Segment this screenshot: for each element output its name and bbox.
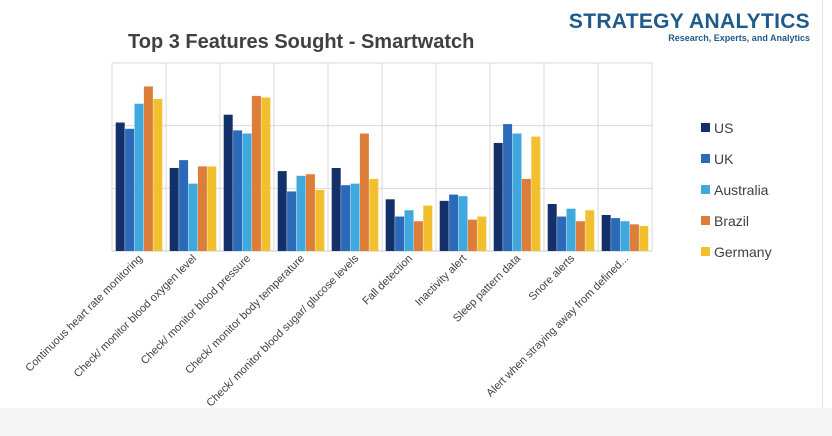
bar-brazil-9	[575, 221, 585, 251]
bar-germany-6	[423, 205, 433, 251]
bar-uk-6	[395, 216, 405, 251]
bar-uk-4	[287, 191, 297, 251]
bar-australia-2	[188, 183, 198, 251]
bar-uk-8	[503, 124, 513, 251]
legend-item: US	[701, 112, 772, 143]
bar-australia-9	[566, 208, 576, 251]
category-label: Check/ monitor blood pressure	[139, 253, 253, 367]
bar-australia-10	[620, 221, 630, 251]
bar-us-4	[277, 171, 287, 251]
strategy-analytics-logo: STRATEGY ANALYTICS Research, Experts, an…	[560, 10, 810, 43]
bar-us-10	[601, 214, 611, 251]
bar-germany-4	[315, 189, 325, 251]
legend-swatch	[701, 185, 710, 194]
legend-label: Brazil	[714, 212, 750, 229]
bar-uk-5	[341, 185, 351, 251]
legend-swatch	[701, 247, 710, 256]
legend-item: Germany	[701, 236, 772, 267]
bar-brazil-3	[251, 95, 261, 252]
bar-us-6	[385, 199, 395, 251]
bar-brazil-4	[305, 174, 315, 251]
bar-germany-5	[369, 178, 379, 251]
bar-australia-8	[512, 133, 522, 251]
bar-brazil-6	[413, 221, 423, 251]
bar-us-3	[223, 114, 233, 251]
bar-australia-3	[242, 133, 252, 251]
bar-uk-2	[179, 160, 189, 251]
legend-item: Brazil	[701, 205, 772, 236]
bar-germany-10	[639, 225, 649, 251]
bar-uk-1	[125, 128, 135, 251]
category-label: Snore alerts	[527, 252, 578, 303]
bar-us-7	[439, 200, 449, 251]
category-label: Fall detection	[360, 253, 415, 308]
bar-us-8	[493, 142, 503, 251]
category-label: Check/ monitor body temperature	[183, 253, 307, 377]
legend-label: Germany	[714, 243, 772, 260]
bar-australia-7	[458, 196, 468, 251]
bar-us-9	[547, 204, 557, 251]
bar-uk-10	[611, 218, 621, 251]
bar-germany-9	[585, 210, 595, 251]
window-edge	[822, 0, 823, 436]
bar-germany-3	[261, 97, 271, 251]
bar-us-5	[331, 167, 341, 251]
legend-label: US	[714, 119, 734, 136]
legend-swatch	[701, 123, 710, 132]
bar-germany-7	[477, 216, 487, 251]
bar-brazil-1	[143, 86, 153, 251]
bar-australia-1	[134, 103, 144, 251]
bar-australia-6	[404, 210, 414, 251]
bar-us-1	[115, 122, 125, 252]
bar-brazil-5	[359, 133, 369, 251]
bar-germany-8	[531, 136, 541, 251]
chart-legend: US UK Australia Brazil Germany	[701, 112, 772, 267]
logo-name: STRATEGY ANALYTICS	[568, 10, 810, 33]
bar-germany-2	[207, 166, 217, 251]
legend-swatch	[701, 154, 710, 163]
bar-brazil-2	[197, 166, 207, 251]
bar-germany-1	[153, 99, 163, 252]
logo-tagline: Research, Experts, and Analytics	[668, 33, 810, 43]
category-label: Continuous heart rate monitoring	[23, 253, 145, 375]
bar-uk-7	[449, 194, 459, 251]
bar-australia-4	[296, 175, 306, 251]
bottom-band	[0, 408, 832, 436]
legend-item: Australia	[701, 174, 772, 205]
bar-uk-9	[557, 216, 567, 251]
category-label: Inactivity alert	[413, 253, 469, 309]
legend-label: UK	[714, 150, 734, 167]
chart-title: Top 3 Features Sought - Smartwatch	[128, 31, 475, 53]
legend-swatch	[701, 216, 710, 225]
bar-brazil-8	[521, 178, 531, 251]
bar-brazil-10	[629, 224, 639, 251]
legend-label: Australia	[714, 181, 769, 198]
bar-australia-5	[350, 183, 360, 251]
bar-us-2	[169, 167, 179, 251]
legend-item: UK	[701, 143, 772, 174]
bar-uk-3	[233, 130, 243, 251]
bar-brazil-7	[467, 219, 477, 251]
